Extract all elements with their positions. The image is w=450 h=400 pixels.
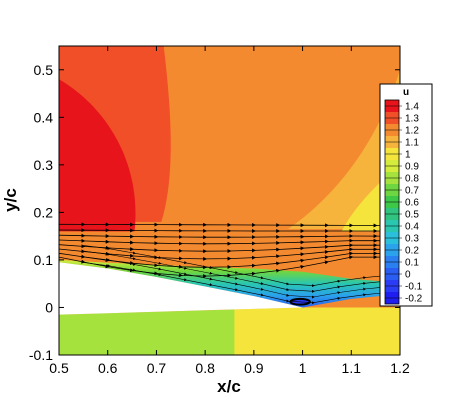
legend-label: 1.2 bbox=[405, 126, 419, 137]
region-left-core bbox=[59, 79, 136, 232]
colorbar-legend: u 1.41.31.21.110.90.80.70.60.50.40.30.20… bbox=[379, 83, 433, 307]
legend-label: 0 bbox=[405, 270, 411, 281]
y-tick-label: -0.1 bbox=[29, 347, 53, 363]
legend-title: u bbox=[403, 87, 409, 98]
region-below-airfoil-right bbox=[234, 307, 400, 355]
legend-label: 0.4 bbox=[405, 222, 419, 233]
x-axis-label: x/c bbox=[217, 377, 241, 396]
streamlines bbox=[59, 222, 400, 305]
streamline bbox=[59, 222, 400, 228]
legend-label: 0.2 bbox=[405, 246, 419, 257]
legend-label: 0.1 bbox=[405, 258, 419, 269]
x-tick-label: 0.8 bbox=[195, 360, 215, 376]
legend-label: 0.5 bbox=[405, 210, 419, 221]
legend-label: 1.4 bbox=[405, 102, 419, 113]
y-tick-label: 0.3 bbox=[34, 157, 54, 173]
legend-bar-frame bbox=[384, 99, 400, 305]
legend-label: 0.3 bbox=[405, 234, 419, 245]
x-tick-label: 1.1 bbox=[342, 360, 362, 376]
y-tick-label: 0.5 bbox=[34, 62, 54, 78]
legend-label: 1 bbox=[405, 150, 411, 161]
legend-label: 1.1 bbox=[405, 138, 419, 149]
x-tick-label: 0.5 bbox=[49, 360, 69, 376]
x-tick-label: 0.7 bbox=[147, 360, 167, 376]
streamline-boundary-layer bbox=[83, 245, 391, 288]
legend-label: 0.9 bbox=[405, 162, 419, 173]
legend-label: 1.3 bbox=[405, 114, 419, 125]
streamline bbox=[59, 228, 400, 233]
y-tick-label: 0.1 bbox=[34, 252, 54, 268]
y-axis-label: y/c bbox=[1, 188, 20, 212]
legend-label: 0.8 bbox=[405, 174, 419, 185]
plot-area bbox=[59, 46, 400, 355]
x-tick-label: 0.9 bbox=[244, 360, 264, 376]
x-tick-label: 1.2 bbox=[390, 360, 410, 376]
legend-label: -0.2 bbox=[405, 294, 423, 305]
legend-label: 0.6 bbox=[405, 198, 419, 209]
legend-label: 0.7 bbox=[405, 186, 419, 197]
x-axis: 0.5 0.6 0.7 0.8 0.9 1 1.1 1.2 bbox=[49, 46, 410, 376]
x-tick-label: 1 bbox=[299, 360, 307, 376]
y-tick-label: 0.2 bbox=[34, 204, 54, 220]
x-tick-label: 0.6 bbox=[98, 360, 118, 376]
y-tick-label: 0.4 bbox=[34, 109, 54, 125]
streamline bbox=[59, 233, 400, 240]
legend-label: -0.1 bbox=[405, 282, 423, 293]
y-tick-label: 0 bbox=[45, 299, 53, 315]
